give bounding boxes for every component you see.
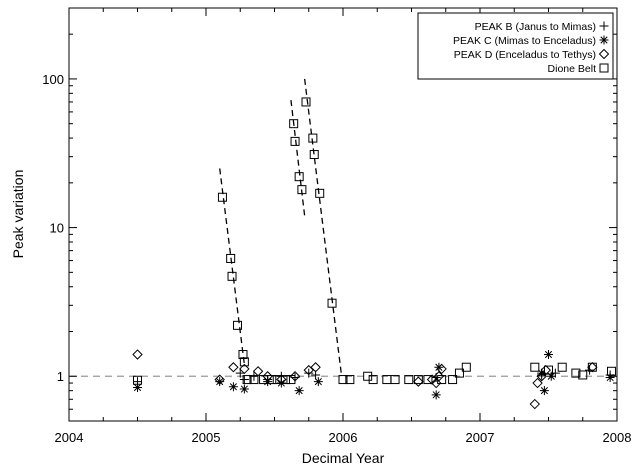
trend-line (290, 100, 306, 216)
point-asterisk (431, 390, 441, 400)
point-diamond (529, 398, 541, 410)
legend-entry-label: PEAK C (Mimas to Enceladus) (453, 35, 596, 47)
point-square (454, 368, 464, 378)
point-asterisk (537, 368, 547, 378)
y-tick-label: 100 (42, 72, 64, 87)
point-asterisk (539, 386, 549, 396)
point-square (607, 366, 617, 376)
point-square (327, 298, 337, 308)
trend-line (303, 78, 343, 377)
point-asterisk (544, 350, 553, 360)
point-square (557, 362, 567, 372)
legend-entry-label: PEAK B (Janus to Mimas) (475, 21, 596, 33)
point-square (437, 375, 447, 385)
point-square (390, 375, 400, 385)
point-square (461, 362, 471, 372)
legend-marker-asterisk (599, 35, 609, 45)
point-square (345, 375, 355, 385)
legend-box (417, 12, 614, 80)
point-square (239, 357, 249, 367)
point-diamond (413, 376, 424, 387)
point-diamond (132, 349, 143, 360)
point-diamond (587, 362, 598, 373)
point-diamond (303, 364, 314, 376)
point-diamond (433, 371, 445, 382)
point-square (578, 370, 588, 380)
point-asterisk (294, 386, 304, 396)
legend-entry-label: Dione Belt (548, 63, 597, 75)
point-square (267, 375, 277, 385)
point-square (413, 375, 423, 385)
point-square (587, 362, 597, 372)
x-tick-label: 2006 (329, 430, 358, 445)
point-square (404, 375, 414, 385)
point-diamond (430, 377, 442, 389)
point-square (242, 375, 252, 385)
point-square (301, 97, 311, 107)
point-square (289, 119, 299, 129)
point-square (133, 375, 142, 385)
point-square (294, 172, 304, 182)
legend: PEAK B (Janus to Mimas) PEAK C (Mimas to … (417, 12, 614, 80)
point-square (238, 350, 248, 360)
point-asterisk (546, 371, 556, 381)
point-diamond (436, 363, 447, 375)
point-square (309, 150, 319, 160)
point-square (227, 271, 237, 281)
x-axis-label: Decimal Year (302, 450, 385, 466)
point-square (217, 192, 227, 202)
point-diamond (252, 366, 264, 377)
point-square (297, 185, 307, 195)
point-asterisk (313, 377, 323, 387)
point-square (530, 362, 540, 372)
y-tick-label: 1 (57, 369, 64, 384)
point-diamond (239, 363, 250, 375)
point-diamond (228, 362, 239, 373)
point-asterisk (228, 382, 238, 392)
point-asterisk (239, 384, 249, 394)
legend-marker-square (599, 63, 609, 73)
point-square (249, 375, 259, 385)
point-asterisk (605, 373, 615, 383)
point-square (338, 375, 348, 385)
ticks-layer: 2004 2005 2006 2007 2008 1 10 100 (42, 7, 632, 445)
x-tick-label: 2004 (55, 430, 84, 445)
marks-layer (132, 97, 617, 410)
point-diamond (214, 374, 225, 385)
trend-layer (219, 78, 343, 377)
point-diamond (536, 371, 547, 382)
point-square (290, 136, 300, 146)
point-square (233, 320, 243, 330)
legend-marker-diamond (598, 48, 610, 60)
point-square (448, 375, 458, 385)
x-tick-label: 2007 (466, 430, 495, 445)
point-square (423, 375, 433, 385)
point-square (280, 375, 290, 385)
legend-entry-label: PEAK D (Enceladus to Tethys) (454, 49, 596, 61)
y-tick-label: 10 (50, 221, 64, 236)
point-square (308, 133, 318, 143)
trend-line (219, 168, 246, 365)
point-plus (304, 368, 314, 378)
point-diamond (532, 377, 543, 389)
point-square (368, 375, 378, 385)
point-square (315, 188, 325, 198)
point-asterisk (215, 377, 225, 387)
legend-marker-plus (599, 21, 609, 31)
point-diamond (310, 362, 321, 373)
point-square (363, 371, 373, 381)
point-plus (235, 368, 245, 378)
point-plus (585, 365, 595, 375)
x-tick-label: 2008 (603, 430, 632, 445)
point-square (544, 365, 553, 375)
y-axis-label: Peak variation (10, 170, 26, 259)
point-square (286, 375, 296, 385)
x-tick-label: 2005 (192, 430, 221, 445)
point-square (226, 253, 236, 263)
point-asterisk (133, 383, 142, 393)
point-square (571, 368, 581, 378)
point-plus (239, 375, 249, 385)
